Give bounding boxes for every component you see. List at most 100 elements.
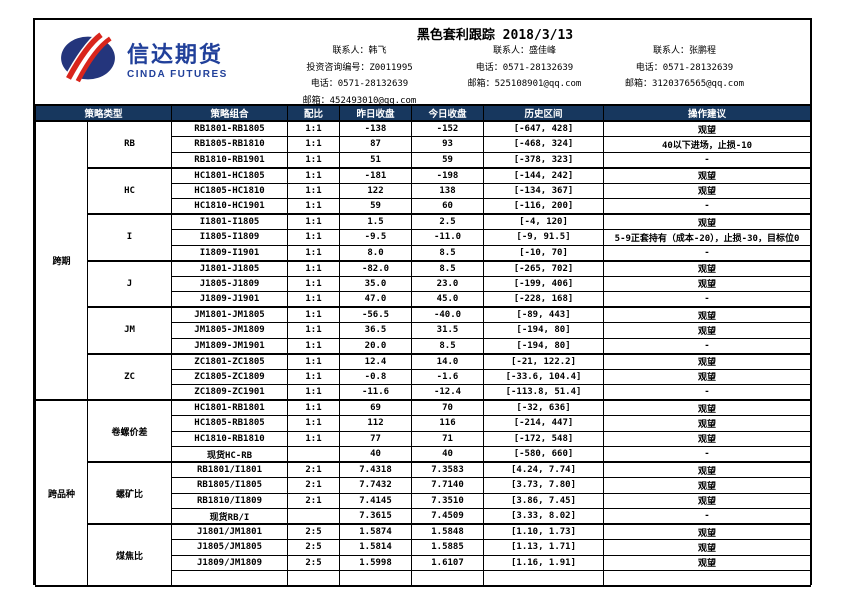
- cell-history-range: [-265, 702]: [483, 259, 605, 277]
- report-header: 信达期货 CINDA FUTURES 黑色套利跟踪 2018/3/13 联系人：…: [35, 20, 810, 106]
- cell-today-close: -1.6: [411, 368, 485, 385]
- cell-combo: HC1805-HC1810: [171, 182, 289, 199]
- table-row: RB1810-RB1901 1:1 51 59 [-378, 323] -: [36, 151, 812, 168]
- cell-today-close: 40: [411, 446, 485, 463]
- cell-ratio: 1:1: [287, 198, 341, 215]
- logo-name-en: CINDA FUTURES: [127, 68, 228, 80]
- cell-combo: 现货RB/I: [171, 508, 289, 525]
- cell-group-name: J: [86, 259, 173, 308]
- cell-group-name: ZC: [86, 352, 173, 401]
- cell-history-range: [-228, 168]: [483, 291, 605, 308]
- cell-combo: JM1809-JM1901: [171, 337, 289, 354]
- cell-prev-close: 7.3615: [339, 508, 413, 525]
- table-row: JM JM1801-JM1805 1:1 -56.5 -40.0 [-89, 443] 观望: [36, 306, 812, 354]
- cell-history-range: [-468, 324]: [483, 136, 605, 153]
- cell-today-close: 71: [411, 430, 485, 447]
- cell-advice: 观望: [603, 523, 812, 540]
- cell-advice: [603, 570, 812, 587]
- cell-ratio: 1:1: [287, 322, 341, 339]
- cell-combo: J1801/JM1801: [171, 523, 289, 540]
- table-row: ZC ZC1801-ZC1805 1:1 12.4 14.0 [-21, 122.2] 观望: [36, 352, 812, 401]
- cell-advice: -: [603, 384, 812, 401]
- contact-phone: 电话：0571-28132639: [310, 79, 409, 89]
- cell-combo: J1805/JM1805: [171, 539, 289, 556]
- cell-history-range: [-116, 200]: [483, 198, 605, 215]
- cell-today-close: 1.5885: [411, 539, 485, 556]
- cell-today-close: 1.6107: [411, 554, 485, 571]
- cell-history-range: [3.33, 8.02]: [483, 508, 605, 525]
- cell-history-range: [-10, 70]: [483, 244, 605, 261]
- contact-name: 联系人：韩飞: [332, 46, 387, 56]
- table-row: J1805-J1809 1:1 35.0 23.0 [-199, 406] 观望: [36, 275, 812, 292]
- cell-ratio: 2:1: [287, 461, 341, 478]
- cell-prev-close: 112: [339, 415, 413, 432]
- cell-prev-close: 59: [339, 198, 413, 215]
- cell-history-range: [-647, 428]: [483, 120, 605, 137]
- cell-advice: 观望: [603, 461, 812, 478]
- cell-advice: 观望: [603, 554, 812, 571]
- cell-history-range: [3.73, 7.80]: [483, 477, 605, 494]
- cell-history-range: [-580, 660]: [483, 446, 605, 463]
- cell-advice: 观望: [603, 275, 812, 292]
- table-row: I1809-I1901 1:1 8.0 8.5 [-10, 70] -: [36, 244, 812, 261]
- table-row: HC1810-RB1810 1:1 77 71 [-172, 548] 观望: [36, 430, 812, 447]
- table-header-row: 策略类型 策略组合 配比 昨日收盘 今日收盘 历史区间 操作建议: [34, 104, 812, 122]
- cell-history-range: [1.16, 1.91]: [483, 554, 605, 571]
- cell-advice: -: [603, 291, 812, 308]
- cell-today-close: 8.5: [411, 259, 485, 277]
- cell-history-range: [-89, 443]: [483, 306, 605, 323]
- cell-today-close: 45.0: [411, 291, 485, 308]
- cell-prev-close: 1.5: [339, 213, 413, 230]
- col-header-prev-close: 昨日收盘: [339, 104, 413, 122]
- table-row: I1805-I1809 1:1 -9.5 -11.0 [-9, 91.5] 5-9正套持有…: [36, 229, 812, 246]
- cell-advice: -: [603, 198, 812, 215]
- cell-today-close: 7.7140: [411, 477, 485, 494]
- cell-ratio: 1:1: [287, 229, 341, 246]
- cell-ratio: [287, 446, 341, 463]
- contact-name: 联系人：张鹏程: [652, 46, 716, 56]
- cell-history-range: [-194, 80]: [483, 322, 605, 339]
- cell-prev-close: -9.5: [339, 229, 413, 246]
- contact-block-1: 联系人：韩飞 投资咨询编号：Z0011995 电话：0571-28132639 …: [267, 43, 452, 109]
- cell-advice: 观望: [603, 322, 812, 339]
- cell-ratio: 2:5: [287, 539, 341, 556]
- cell-advice: 观望: [603, 399, 812, 416]
- cell-combo: RB1801/I1801: [171, 461, 289, 478]
- col-header-today-close: 今日收盘: [411, 104, 485, 122]
- table-row: JM1805-JM1809 1:1 36.5 31.5 [-194, 80] 观望: [36, 322, 812, 339]
- cell-combo: JM1801-JM1805: [171, 306, 289, 323]
- cell-combo: J1805-J1809: [171, 275, 289, 292]
- cell-advice: 观望: [603, 415, 812, 432]
- cell-today-close: 14.0: [411, 352, 485, 370]
- cell-advice: 观望: [603, 182, 812, 199]
- cell-advice: -: [603, 244, 812, 261]
- cell-combo: I1809-I1901: [171, 244, 289, 261]
- cell-today-close: 59: [411, 151, 485, 168]
- table-row: [36, 570, 812, 587]
- cell-combo: [171, 570, 289, 587]
- contact-block-3: 联系人：张鹏程 电话：0571-28132639 邮箱：3120376565@q…: [597, 43, 772, 93]
- report-frame: 信达期货 CINDA FUTURES 黑色套利跟踪 2018/3/13 联系人：…: [33, 18, 812, 587]
- cell-prev-close: 1.5814: [339, 539, 413, 556]
- cell-history-range: [1.13, 1.71]: [483, 539, 605, 556]
- table-row: RB1805-RB1810 1:1 87 93 [-468, 324] 40以下进场，止损…: [36, 136, 812, 153]
- cell-combo: J1801-J1805: [171, 259, 289, 277]
- cell-combo: HC1801-RB1801: [171, 399, 289, 416]
- table-row: RB1810/I1809 2:1 7.4145 7.3510 [3.86, 7.45] 观…: [36, 492, 812, 509]
- cell-combo: ZC1805-ZC1809: [171, 368, 289, 385]
- cell-prev-close: 8.0: [339, 244, 413, 261]
- cell-ratio: 1:1: [287, 399, 341, 416]
- cell-ratio: 1:1: [287, 120, 341, 137]
- cell-group-name: 螺矿比: [86, 461, 173, 525]
- cell-group-name: 煤焦比: [86, 523, 173, 587]
- cell-combo: J1809/JM1809: [171, 554, 289, 571]
- cell-today-close: 23.0: [411, 275, 485, 292]
- cell-history-range: [-194, 80]: [483, 337, 605, 354]
- cell-history-range: [-172, 548]: [483, 430, 605, 447]
- cinda-logo: 信达期货 CINDA FUTURES: [57, 32, 228, 84]
- col-header-ratio: 配比: [287, 104, 341, 122]
- cell-history-range: [-134, 367]: [483, 182, 605, 199]
- cell-advice: 5-9正套持有（成本-20），止损-30，目标位0: [603, 229, 812, 246]
- cell-prev-close: 1.5874: [339, 523, 413, 540]
- cell-prev-close: 122: [339, 182, 413, 199]
